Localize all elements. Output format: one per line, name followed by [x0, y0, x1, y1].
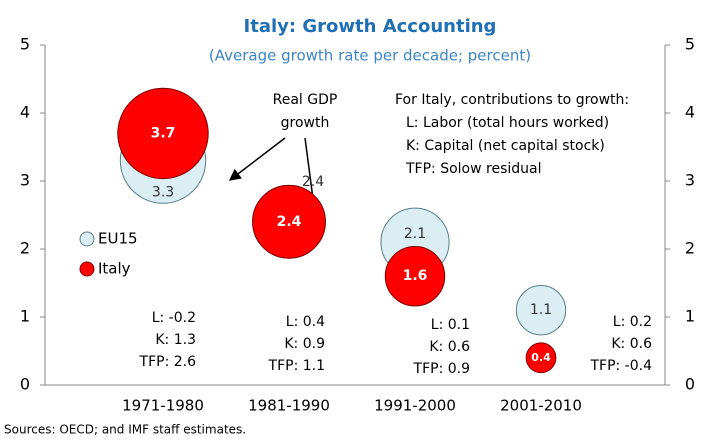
chart-title: Italy: Growth Accounting	[244, 16, 497, 37]
y-tick-label: 1	[20, 307, 30, 326]
y-tick-label: 3	[20, 171, 30, 190]
x-tick-label: 2001-2010	[500, 397, 582, 415]
note: K: Capital (net capital stock)	[406, 138, 605, 154]
chart-subtitle: (Average growth rate per decade; percent…	[209, 47, 531, 65]
bubble	[525, 342, 557, 374]
y2-tick-label: 0	[685, 375, 695, 394]
contribution: L: -0.2	[152, 310, 196, 326]
annotation: Real GDP	[273, 92, 338, 108]
contribution: TFP: 1.1	[268, 358, 325, 374]
note: For Italy, contributions to growth:	[395, 92, 629, 108]
bubble	[515, 285, 567, 336]
data-label: 1.1	[530, 302, 552, 318]
contribution: L: 0.1	[431, 317, 470, 333]
arrow	[228, 137, 286, 181]
contribution: L: 0.2	[613, 314, 652, 330]
bubble	[384, 245, 446, 307]
data-label: 1.6	[403, 268, 428, 284]
y-tick-label: 0	[20, 375, 30, 394]
x-tick-label: 1971-1980	[122, 397, 204, 415]
x-tick-label: 1981-1990	[248, 397, 330, 415]
note: L: Labor (total hours worked)	[406, 115, 609, 131]
contribution: L: 0.4	[286, 314, 325, 330]
x-tick-label: 1991-2000	[374, 397, 456, 415]
y2-tick-label: 2	[685, 239, 695, 258]
data-label: 0.4	[531, 351, 551, 364]
contribution: K: 0.6	[429, 339, 470, 355]
legend-label: Italy	[98, 260, 131, 278]
legend-label: EU15	[98, 230, 138, 248]
data-label: 2.1	[404, 226, 426, 242]
contribution: TFP: 2.6	[139, 354, 197, 370]
contribution: TFP: -0.4	[589, 358, 652, 374]
contribution: K: 0.6	[611, 336, 652, 352]
bubble	[117, 87, 209, 180]
annotation: growth	[281, 115, 330, 131]
y2-tick-label: 1	[685, 307, 695, 326]
y2-tick-label: 3	[685, 171, 695, 190]
y-tick-label: 2	[20, 239, 30, 258]
legend-marker	[79, 261, 95, 277]
y-tick-label: 5	[20, 35, 30, 54]
note: TFP: Solow residual	[405, 161, 542, 177]
y2-tick-label: 5	[685, 35, 695, 54]
contribution: TFP: 0.9	[413, 361, 470, 377]
contribution: K: 0.9	[284, 336, 325, 352]
y-tick-label: 4	[20, 103, 30, 122]
y2-tick-label: 4	[685, 103, 695, 122]
data-label: 3.3	[152, 185, 174, 201]
contribution: K: 1.3	[155, 332, 196, 348]
legend-marker	[79, 231, 95, 247]
data-label: 2.4	[277, 214, 302, 230]
data-label: 2.4	[302, 174, 324, 190]
data-label: 3.7	[151, 125, 176, 141]
bubble	[252, 184, 326, 259]
source: Sources: OECD; and IMF staff estimates.	[4, 423, 246, 437]
